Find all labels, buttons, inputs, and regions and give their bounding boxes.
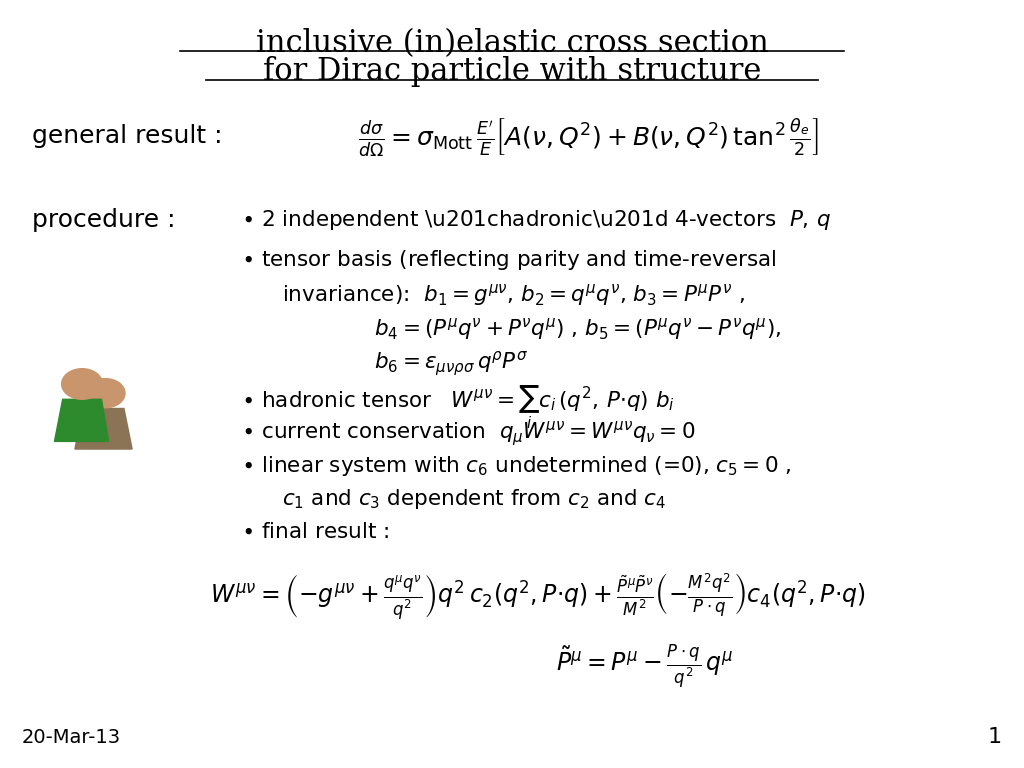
Text: 1: 1	[988, 727, 1002, 747]
Text: $\bullet$ current conservation  $q_\mu W^{\mu\nu} = W^{\mu\nu}q_\nu = 0$: $\bullet$ current conservation $q_\mu W^…	[242, 419, 695, 448]
Text: $b_4{=}(P^\mu q^\nu + P^\nu q^\mu)$ , $b_5{=}(P^\mu q^\nu - P^\nu q^\mu)$,: $b_4{=}(P^\mu q^\nu + P^\nu q^\mu)$ , $b…	[374, 316, 781, 342]
Text: $\bullet$ linear system with $c_6$ undetermined (=0), $c_5{=}0$ ,: $\bullet$ linear system with $c_6$ undet…	[242, 455, 792, 478]
Text: inclusive (in)elastic cross section: inclusive (in)elastic cross section	[256, 28, 768, 59]
Text: $\bullet$ hadronic tensor   $W^{\mu\nu} = \sum_i c_i\,(q^2,\,P{\cdot}q)\ b_i$: $\bullet$ hadronic tensor $W^{\mu\nu} = …	[242, 384, 675, 432]
Text: $\bullet$ tensor basis (reflecting parity and time-reversal: $\bullet$ tensor basis (reflecting parit…	[242, 248, 777, 272]
Circle shape	[86, 379, 125, 408]
Circle shape	[61, 369, 102, 399]
Polygon shape	[54, 399, 109, 442]
Text: $\tilde{P}^\mu = P^\mu - \frac{P\cdot q}{q^2}\,q^\mu$: $\tilde{P}^\mu = P^\mu - \frac{P\cdot q}…	[556, 643, 733, 691]
Text: $\frac{d\sigma}{d\Omega} = \sigma_{\mathrm{Mott}}\,\frac{E'}{E}\left[A(\nu,Q^2) : $\frac{d\sigma}{d\Omega} = \sigma_{\math…	[358, 116, 819, 158]
Text: for Dirac particle with structure: for Dirac particle with structure	[263, 57, 761, 88]
Text: $c_1$ and $c_3$ dependent from $c_2$ and $c_4$: $c_1$ and $c_3$ dependent from $c_2$ and…	[283, 488, 667, 511]
Text: $\bullet$ final result :: $\bullet$ final result :	[242, 521, 390, 541]
Text: invariance):  $b_1{=}g^{\mu\nu}$, $b_2{=}q^\mu q^\nu$, $b_3{=}P^\mu P^\nu$ ,: invariance): $b_1{=}g^{\mu\nu}$, $b_2{=}…	[283, 282, 745, 308]
Polygon shape	[75, 409, 132, 449]
Text: general result :: general result :	[32, 124, 222, 147]
Text: procedure :: procedure :	[32, 208, 175, 232]
Text: 20-Mar-13: 20-Mar-13	[22, 729, 121, 747]
Text: $\bullet$ 2 independent \u201chadronic\u201d 4-vectors  $P,\,q$: $\bullet$ 2 independent \u201chadronic\u…	[242, 208, 831, 232]
Text: $b_6{=}\epsilon_{\mu\nu\rho\sigma}\,q^\rho P^\sigma$: $b_6{=}\epsilon_{\mu\nu\rho\sigma}\,q^\r…	[374, 349, 528, 379]
Text: $W^{\mu\nu} = \left(-g^{\mu\nu} + \frac{q^\mu q^\nu}{q^2}\right)q^2\,c_2(q^2,P{\: $W^{\mu\nu} = \left(-g^{\mu\nu} + \frac{…	[210, 571, 865, 623]
